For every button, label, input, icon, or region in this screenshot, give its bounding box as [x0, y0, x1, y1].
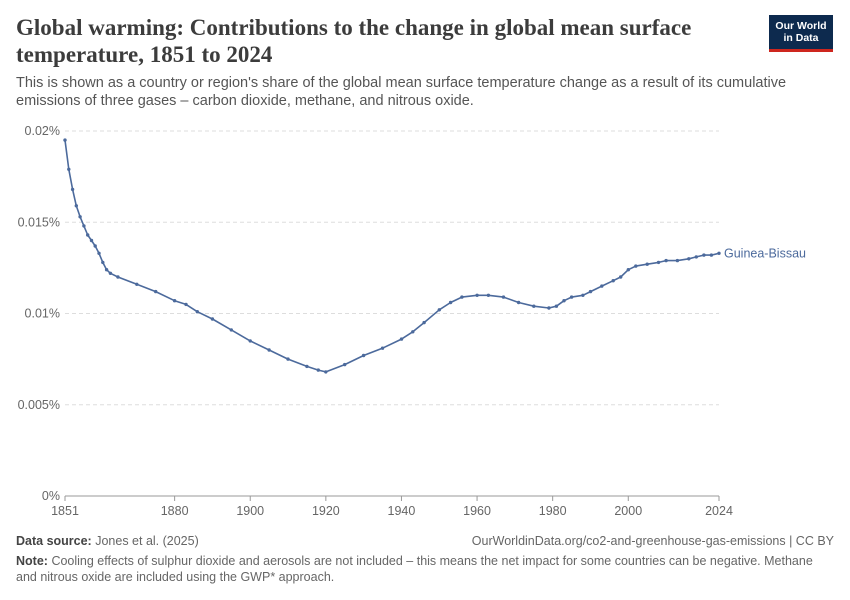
data-point[interactable] — [448, 300, 453, 305]
x-tick-label: 1900 — [236, 504, 264, 518]
data-point[interactable] — [437, 308, 441, 312]
data-point[interactable] — [70, 187, 75, 192]
data-point[interactable] — [93, 244, 97, 248]
data-point[interactable] — [656, 260, 661, 265]
line-chart: 0% 0.005% 0.01% 0.015% 0.02% 1851 1880 1900 192… — [18, 124, 806, 518]
logo-line-1: Our World — [775, 20, 827, 32]
data-point[interactable] — [702, 253, 706, 257]
data-point[interactable] — [422, 320, 426, 325]
series-line[interactable] — [64, 139, 720, 373]
data-point[interactable] — [411, 330, 415, 334]
note-text: Cooling effects of sulphur dioxide and a… — [16, 554, 813, 584]
data-point[interactable] — [581, 293, 585, 297]
data-point[interactable] — [78, 215, 82, 219]
data-point[interactable] — [486, 293, 491, 297]
data-point[interactable] — [501, 295, 506, 299]
y-tick-label: 0.01% — [25, 307, 60, 321]
data-point[interactable] — [195, 310, 199, 314]
data-point[interactable] — [104, 268, 109, 272]
source-label: Data source: — [16, 534, 92, 548]
x-tick-label: 2024 — [705, 504, 733, 518]
data-point[interactable] — [305, 364, 309, 369]
data-point[interactable] — [248, 339, 252, 343]
data-point[interactable] — [645, 262, 649, 266]
data-point[interactable] — [619, 275, 623, 279]
data-point[interactable] — [516, 300, 521, 305]
data-point[interactable] — [626, 268, 630, 272]
data-point[interactable] — [675, 258, 680, 263]
data-point[interactable] — [229, 328, 233, 332]
data-point[interactable] — [709, 253, 714, 257]
data-point[interactable] — [135, 282, 139, 286]
x-tick-label: 1980 — [539, 504, 567, 518]
x-tick-label: 1960 — [463, 504, 491, 518]
y-tick-label: 0.005% — [18, 398, 60, 412]
x-tick-label: 1880 — [161, 504, 189, 518]
data-point[interactable] — [63, 138, 67, 142]
data-point[interactable] — [687, 257, 691, 261]
data-point[interactable] — [361, 353, 366, 358]
data-point[interactable] — [569, 295, 574, 299]
data-point[interactable] — [267, 348, 271, 352]
source-text[interactable]: Jones et al. (2025) — [95, 534, 199, 548]
chart-title: Global warming: Contributions to the cha… — [16, 15, 692, 67]
data-point[interactable] — [101, 260, 105, 265]
data-point[interactable] — [694, 255, 698, 259]
data-point[interactable] — [380, 346, 385, 350]
data-point[interactable] — [343, 362, 347, 367]
data-point[interactable] — [97, 251, 101, 255]
x-tick-label: 1940 — [388, 504, 416, 518]
logo-line-2: in Data — [783, 31, 819, 44]
data-point[interactable] — [89, 238, 94, 243]
data-point[interactable] — [664, 258, 668, 263]
data-point[interactable] — [588, 289, 593, 294]
data-point[interactable] — [399, 337, 404, 341]
series-label[interactable]: Guinea-Bissau — [724, 246, 806, 260]
data-point[interactable] — [475, 293, 479, 297]
data-point[interactable] — [116, 275, 120, 279]
data-point[interactable] — [210, 317, 215, 321]
data-point[interactable] — [86, 233, 90, 237]
y-tick-label: 0.015% — [18, 215, 60, 229]
data-point[interactable] — [286, 357, 290, 361]
data-point[interactable] — [172, 299, 177, 303]
data-point[interactable] — [532, 304, 536, 308]
data-point[interactable] — [562, 299, 566, 303]
data-point[interactable] — [74, 204, 79, 208]
data-point[interactable] — [547, 306, 551, 310]
data-point[interactable] — [554, 304, 559, 308]
x-tick-label: 2000 — [614, 504, 642, 518]
data-point[interactable] — [316, 368, 320, 372]
x-axis: 1851 1880 1900 1920 1940 1960 1980 2000 2024 — [51, 495, 733, 518]
data-point[interactable] — [82, 224, 86, 228]
data-point[interactable] — [460, 295, 464, 299]
data-point[interactable] — [324, 370, 328, 374]
source-url[interactable]: OurWorldinData.org/co2-and-greenhouse-ga… — [471, 534, 834, 548]
chart-subtitle: This is shown as a country or region's s… — [16, 75, 787, 109]
note: Note: Cooling effects of sulphur dioxide… — [16, 553, 816, 585]
source-line: Data source: Jones et al. (2025) OurWorl… — [16, 533, 834, 549]
x-tick-label: 1851 — [51, 504, 79, 518]
data-point[interactable] — [154, 289, 158, 294]
note-label: Note: — [16, 554, 48, 568]
x-tick-label: 1920 — [312, 504, 340, 518]
owid-logo[interactable]: Our World in Data — [769, 15, 833, 52]
data-point[interactable] — [184, 302, 188, 307]
y-tick-label: 0.02% — [25, 124, 60, 138]
data-point[interactable] — [108, 271, 113, 275]
data-point[interactable] — [67, 167, 71, 171]
y-axis: 0% 0.005% 0.01% 0.015% 0.02% — [18, 124, 60, 503]
data-point[interactable] — [634, 264, 638, 268]
gridlines — [65, 130, 719, 406]
data-point[interactable] — [600, 284, 604, 288]
y-tick-label: 0% — [42, 489, 60, 503]
series-group: Guinea-Bissau — [63, 138, 806, 374]
data-point[interactable] — [717, 251, 721, 255]
data-point[interactable] — [611, 279, 615, 283]
